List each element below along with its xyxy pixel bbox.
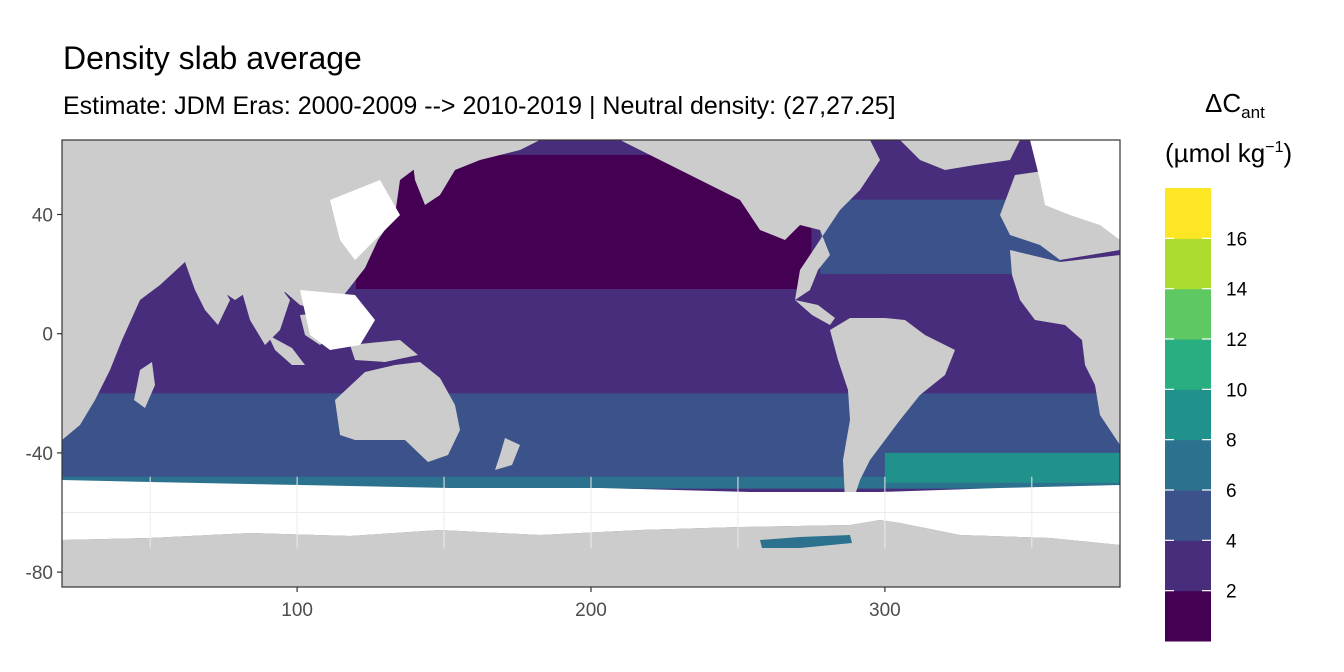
- land-central-america: [795, 300, 835, 325]
- chart-title: Density slab average: [63, 40, 362, 76]
- no-data-indonesia: [300, 290, 375, 350]
- colorbar-segment: [1165, 439, 1211, 491]
- colorbar-label: 4: [1226, 531, 1237, 552]
- y-tick-label: 40: [32, 206, 53, 227]
- map-panel: [62, 140, 1120, 587]
- land-northeast-asia: [410, 140, 540, 205]
- colorbar-segment: [1165, 238, 1211, 290]
- colorbar-segment: [1165, 490, 1211, 541]
- land-new-guinea: [350, 340, 418, 362]
- legend-units: (µmol kg−1): [1165, 138, 1292, 168]
- x-tick-label: 200: [575, 600, 607, 621]
- colorbar-labels: 2 4 6 8 10 12 14 16: [1165, 229, 1248, 603]
- land-india: [185, 262, 230, 325]
- y-tick-label: -80: [26, 563, 53, 584]
- legend-title: ΔCant: [1205, 88, 1265, 122]
- land-africa: [62, 330, 122, 440]
- colorbar-segment: [1165, 389, 1211, 441]
- colorbar-segment: [1165, 288, 1211, 340]
- no-data-asia-coast: [330, 180, 400, 260]
- land-madagascar: [134, 362, 155, 408]
- x-tick-label: 300: [869, 600, 901, 621]
- region-band: [884, 452, 1120, 483]
- colorbar-label: 6: [1226, 481, 1237, 502]
- colorbar-label: 14: [1226, 280, 1248, 301]
- colorbar-label: 16: [1226, 229, 1247, 250]
- land-west-africa: [1010, 250, 1120, 445]
- x-tick-label: 100: [281, 600, 313, 621]
- y-tick-label: -40: [26, 444, 53, 465]
- colorbar-label: 10: [1226, 380, 1247, 401]
- colorbar-segment: [1165, 188, 1211, 239]
- chart-subtitle: Estimate: JDM Eras: 2000-2009 --> 2010-2…: [63, 92, 896, 120]
- colorbar-segment: [1165, 540, 1211, 592]
- land-antarctica: [62, 520, 1120, 587]
- land-north-america: [620, 140, 880, 300]
- colorbar-segment: [1165, 339, 1211, 390]
- land-australia: [335, 362, 460, 462]
- colorbar-label: 12: [1226, 330, 1247, 351]
- no-data-arctic-atlantic: [1030, 140, 1120, 240]
- land-southeast-asia: [240, 280, 290, 345]
- gridlines: [62, 476, 1120, 549]
- colorbar-label: 2: [1226, 582, 1237, 603]
- land-new-zealand: [495, 438, 520, 470]
- land-asia: [62, 140, 420, 340]
- colorbar-label: 8: [1226, 431, 1237, 452]
- colorbar: [1165, 188, 1211, 642]
- shelf-patch: [760, 535, 852, 548]
- region-band: [62, 393, 1120, 447]
- y-tick-label: 0: [42, 325, 53, 346]
- land-south-america: [830, 318, 955, 500]
- land-sumatra: [268, 335, 305, 365]
- land-greenland: [900, 140, 1020, 170]
- colorbar-segment: [1165, 590, 1211, 642]
- colorbar-legend: ΔCant (µmol kg−1) 2 4 6 8 10 12 14 16: [1165, 88, 1292, 642]
